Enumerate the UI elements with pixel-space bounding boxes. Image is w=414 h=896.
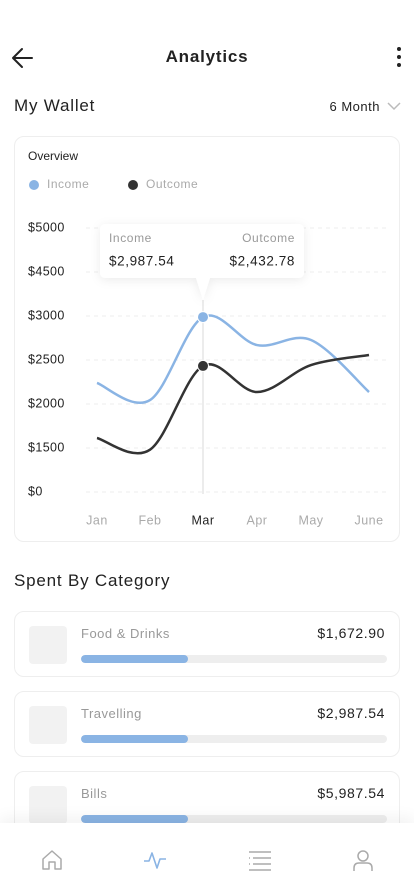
page-title: Analytics	[165, 47, 249, 66]
tooltip-label: Outcome	[242, 231, 295, 245]
tooltip-box	[100, 224, 304, 300]
line-series	[96, 353, 370, 455]
home-tab[interactable]	[40, 848, 64, 872]
x-tick-label: Apr	[247, 513, 268, 527]
tooltip-value: $2,432.78	[230, 254, 295, 269]
y-tick-label: $2500	[28, 352, 65, 366]
y-tick-label: $3000	[28, 308, 65, 322]
y-tick-label: $5000	[28, 220, 65, 234]
line-series	[96, 314, 370, 404]
x-tick-label: Jan	[86, 513, 108, 527]
legend-marker	[29, 180, 39, 190]
category-name: Food & Drinks	[81, 626, 170, 641]
category-card[interactable]: Food & Drinks $1,672.90	[14, 611, 400, 677]
legend-label: Outcome	[146, 177, 198, 191]
x-tick-label: Mar	[191, 513, 214, 527]
tooltip-value: $2,987.54	[109, 254, 174, 269]
category-icon	[29, 706, 67, 744]
bottom-nav	[0, 823, 414, 896]
section-title: My Wallet	[14, 96, 96, 115]
progress-track	[81, 655, 387, 663]
selected-point	[197, 311, 209, 324]
y-tick-label: $1500	[28, 440, 65, 454]
category-amount: $1,672.90	[317, 625, 385, 641]
progress-bar	[81, 655, 189, 663]
category-icon	[29, 626, 67, 664]
y-tick-label: $4500	[28, 264, 65, 278]
chart-title: Overview	[28, 149, 78, 163]
x-tick-label: June	[354, 513, 383, 527]
category-name: Bills	[81, 786, 108, 801]
tooltip-label: Income	[109, 231, 152, 245]
category-card[interactable]: Travelling $2,987.54	[14, 691, 400, 757]
chart: Overview Income Outcome $0 $1500 $2000 $2500 $…	[28, 149, 386, 527]
section-title: Spent By Category	[14, 571, 171, 590]
x-tick-label: Feb	[138, 513, 161, 527]
y-tick-label: $2000	[28, 396, 65, 410]
legend-label: Income	[47, 177, 89, 191]
progress-bar	[81, 815, 189, 823]
back-button[interactable]	[10, 45, 36, 71]
progress-track	[81, 815, 387, 823]
chevron[interactable]	[386, 100, 402, 112]
x-tick-label: May	[298, 513, 323, 527]
analytics-tab[interactable]	[143, 848, 167, 872]
category-icon	[29, 786, 67, 824]
legend-marker	[128, 180, 138, 190]
list-tab[interactable]	[248, 848, 272, 872]
period-select[interactable]: 6 Month	[329, 99, 380, 114]
more-button[interactable]	[392, 45, 406, 71]
progress-bar	[81, 735, 189, 743]
category-amount: $5,987.54	[317, 785, 385, 801]
y-tick-label: $0	[28, 484, 43, 498]
category-amount: $2,987.54	[317, 705, 385, 721]
selected-point	[197, 359, 209, 372]
profile-tab[interactable]	[351, 848, 375, 872]
chart-card	[14, 136, 400, 542]
category-name: Travelling	[81, 706, 142, 721]
progress-track	[81, 735, 387, 743]
